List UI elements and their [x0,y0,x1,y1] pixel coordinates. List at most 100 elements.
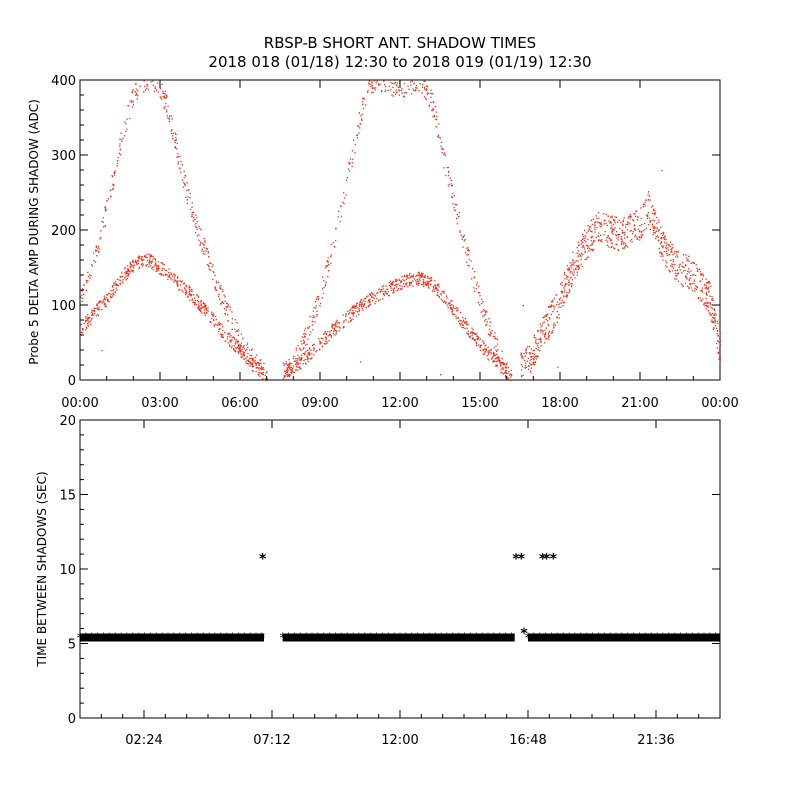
amp-data-point [685,264,687,266]
amp-data-point [587,247,589,250]
amp-data-point [327,261,330,263]
amp-data-point [487,333,490,335]
amp-data-point [568,291,570,294]
amp-data-point [679,269,681,271]
interval-data-point: * [566,632,573,647]
amp-data-point [473,338,475,341]
amp-data-point [170,130,172,132]
amp-data-point [239,348,241,350]
amp-data-point [306,356,309,358]
amp-data-point [125,130,127,132]
amp-data-point [430,280,432,282]
amp-data-point [591,236,594,238]
amp-data-point [395,278,397,281]
amp-data-point [356,134,358,136]
amp-data-point [165,274,167,276]
amp-data-point [309,358,311,360]
amp-data-point [647,212,650,214]
amp-data-point [710,314,713,316]
amp-data-point [174,275,176,277]
amp-data-point [424,274,426,277]
amp-data-point [304,336,306,338]
amp-data-point [357,125,359,127]
amp-data-point [703,284,705,286]
amp-data-point [544,333,547,335]
amp-data-point [463,234,465,236]
amp-data-point [287,375,289,377]
amp-data-point [408,281,410,283]
amp-data-point [258,374,260,376]
amp-data-point [356,137,359,139]
amp-data-point [232,336,234,338]
amp-data-point [249,354,251,356]
amp-data-point [369,302,371,304]
amp-data-point [237,340,239,342]
amp-data-point [138,255,140,257]
amp-data-point [174,132,176,134]
amp-data-point [353,305,355,308]
amp-data-point [200,243,202,245]
amp-data-point [340,205,342,207]
amp-data-point [400,89,402,92]
amp-data-point [553,324,555,326]
amp-data-point [154,262,157,264]
amp-data-point [185,291,187,293]
amp-data-point [705,291,708,293]
amp-data-point [231,311,233,313]
amp-data-point [632,231,634,233]
amp-data-point [654,226,656,228]
amp-data-point [185,284,187,286]
amp-data-point [510,376,512,378]
amp-data-point [405,283,407,285]
amp-data-point [582,254,584,256]
amp-data-point [299,359,301,362]
amp-data-point [458,323,461,325]
amp-data-point [506,379,508,381]
amp-data-point [137,262,140,265]
amp-data-point [119,145,121,147]
amp-data-point [345,179,348,181]
amp-data-point [129,264,132,266]
amp-data-point [209,262,211,264]
amp-data-point [654,227,656,229]
amp-data-point [327,264,330,266]
amp-data-point [324,340,326,342]
amp-data-point [85,326,87,328]
amp-data-point [494,354,496,356]
amp-data-point [653,209,655,212]
amp-data-point [719,357,722,359]
amp-data-point [603,234,605,236]
amp-data-point [371,82,373,84]
amp-data-point [311,353,313,355]
bottom-y-tick-label: 15 [59,489,76,504]
amp-data-point [551,301,553,303]
amp-data-point [676,275,678,277]
amp-data-point [174,140,176,142]
amp-data-point [700,274,702,276]
amp-data-point [450,307,452,309]
amp-data-point [681,265,683,267]
amp-data-point [411,276,413,278]
amp-data-point [392,280,394,283]
amp-data-point [364,300,366,302]
interval-data-point: * [536,632,543,647]
amp-data-point [166,109,168,111]
amp-data-point [655,238,657,240]
amp-data-point [253,365,255,367]
amp-data-point [601,238,603,241]
amp-data-point [220,336,223,338]
amp-data-point [627,217,629,219]
amp-data-point [207,307,209,309]
amp-data-point [572,273,574,275]
amp-data-point [173,277,175,279]
amp-data-point [175,139,177,141]
amp-data-point [615,243,617,246]
amp-data-point [397,86,399,88]
amp-data-point [99,301,101,303]
amp-data-point [484,345,486,347]
amp-data-point [476,337,478,340]
amp-data-point [393,287,395,289]
amp-data-point [662,234,664,236]
amp-data-point [299,347,301,350]
amp-data-point [696,286,698,288]
